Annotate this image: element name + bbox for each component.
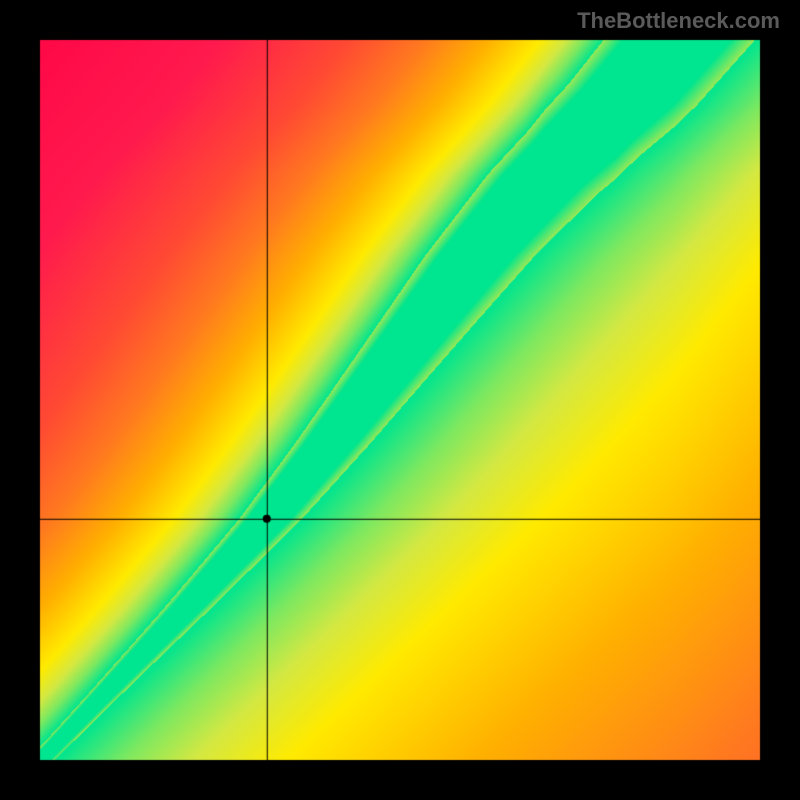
- watermark-text: TheBottleneck.com: [577, 8, 780, 34]
- heatmap-canvas: [0, 0, 800, 800]
- bottleneck-heatmap: TheBottleneck.com: [0, 0, 800, 800]
